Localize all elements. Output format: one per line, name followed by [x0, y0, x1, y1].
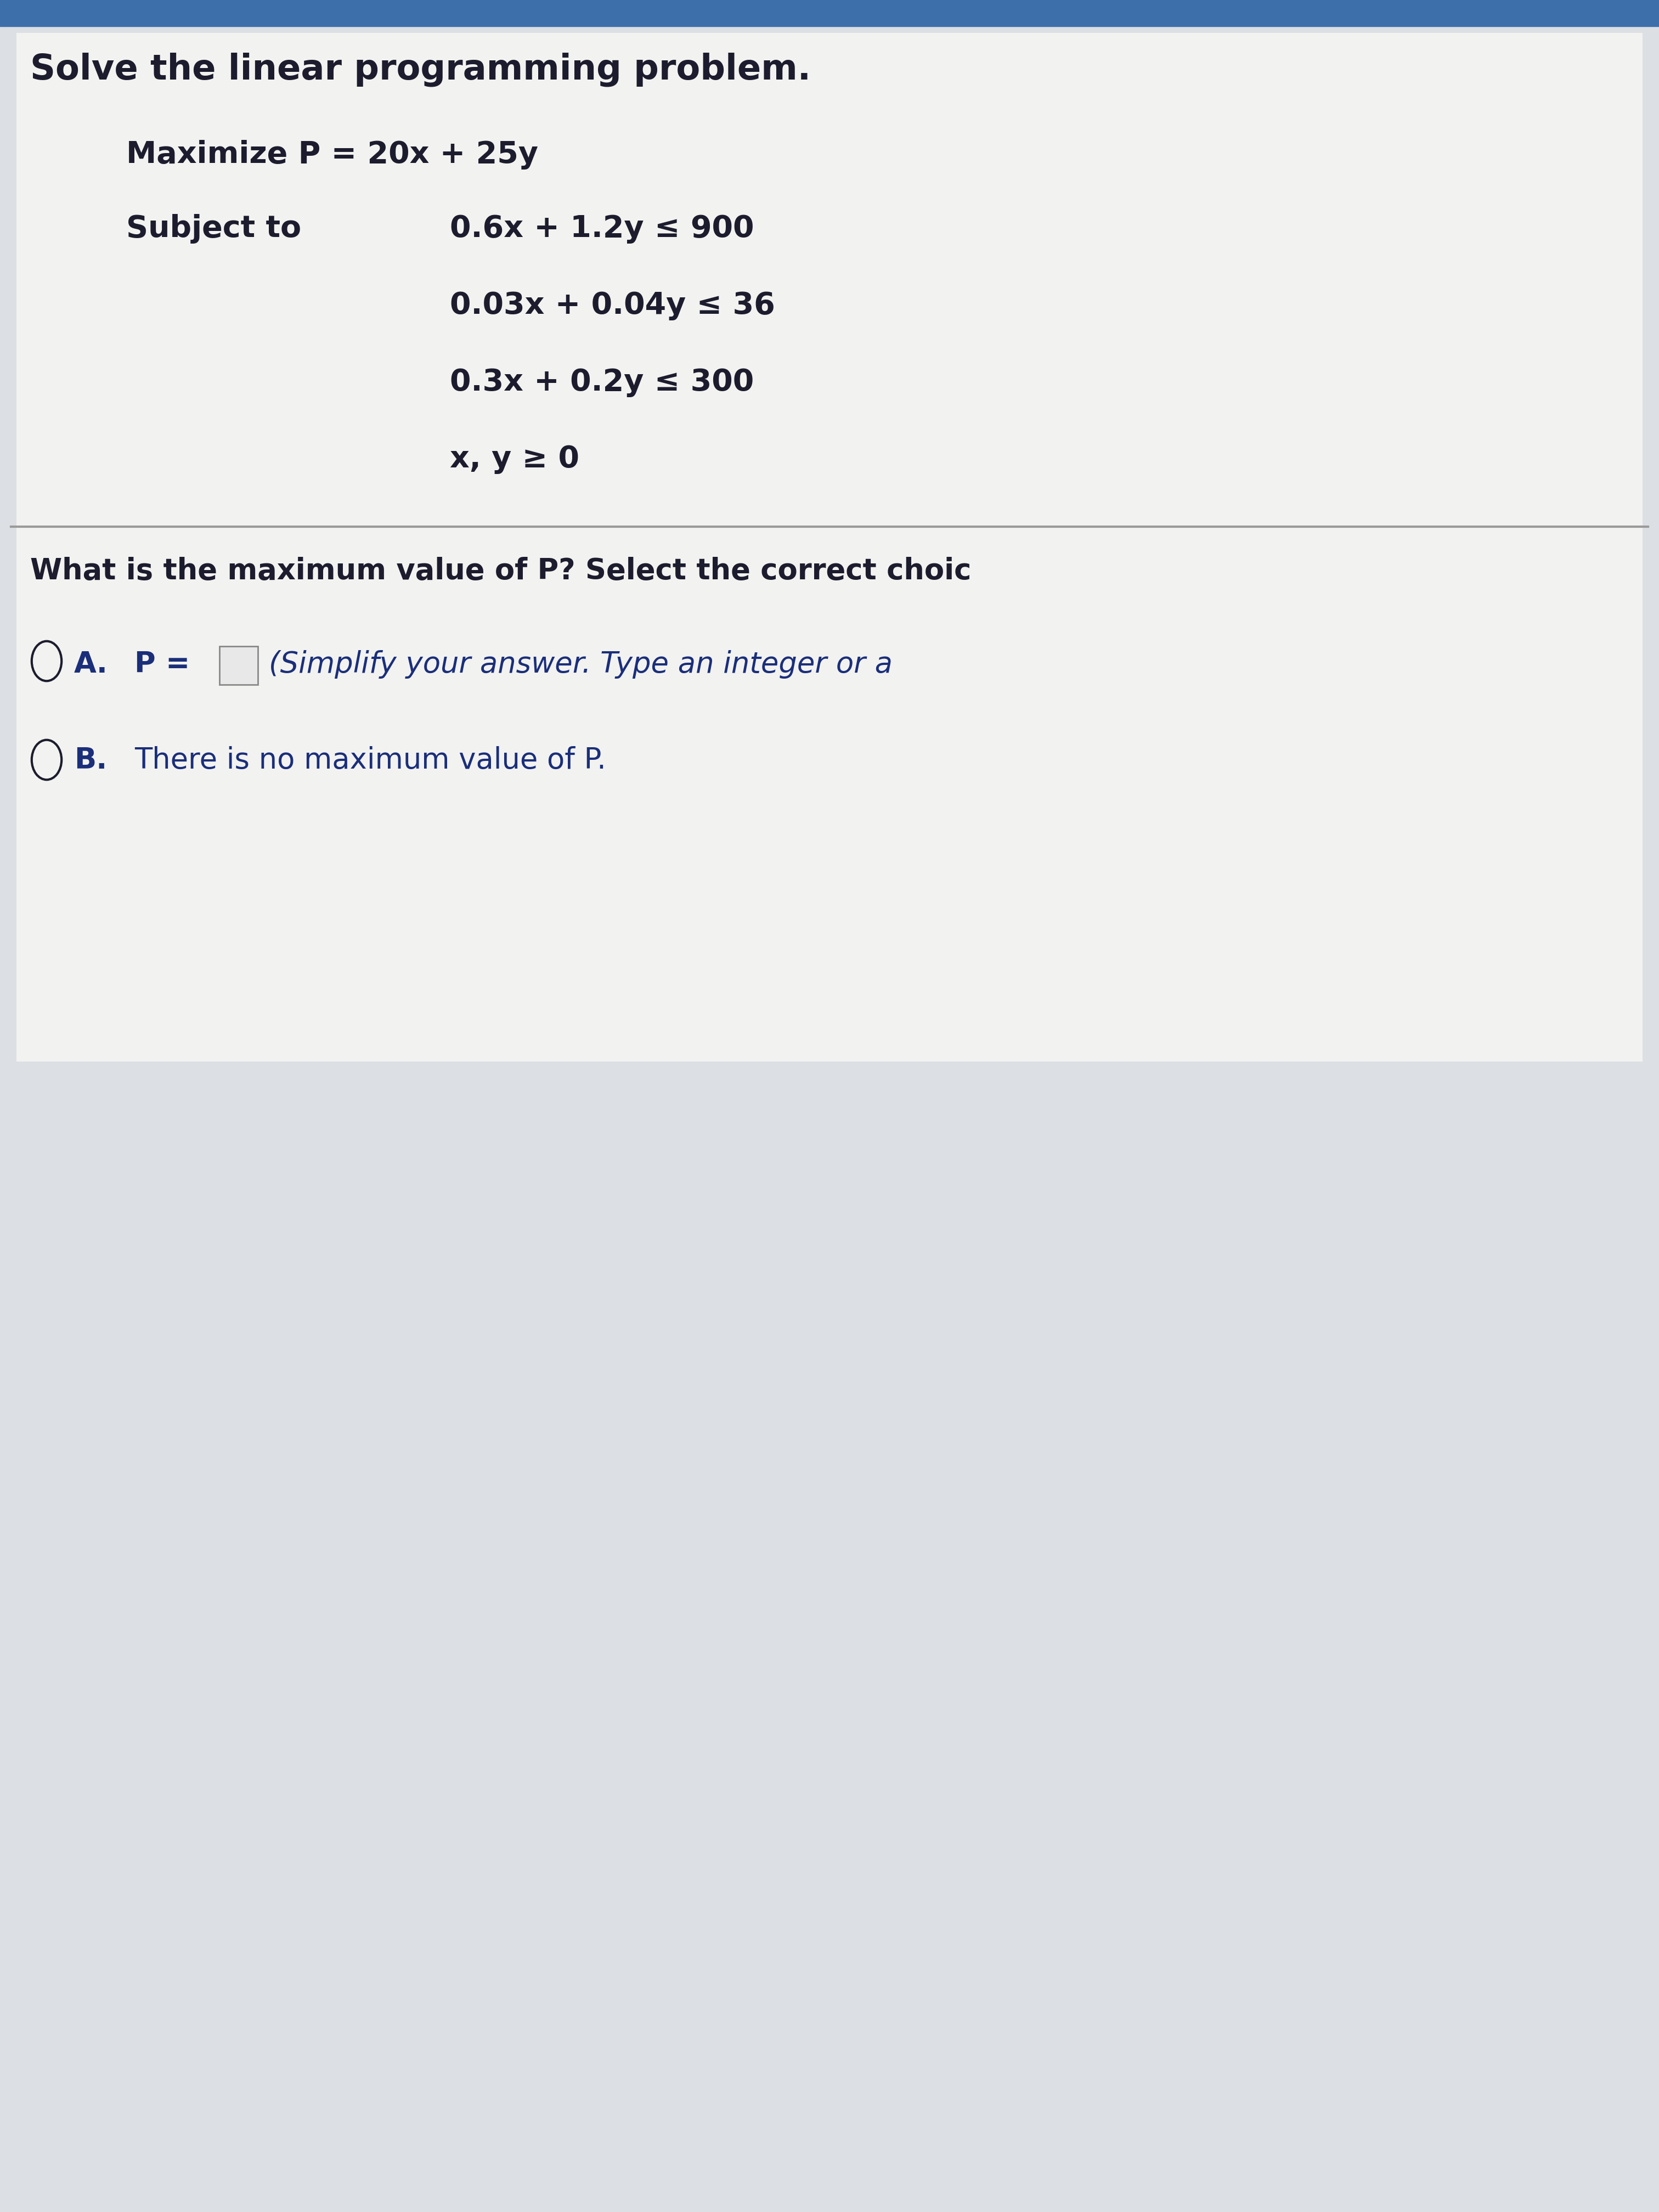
Text: (Simplify your answer. Type an integer or a: (Simplify your answer. Type an integer o… [269, 650, 893, 679]
Text: What is the maximum value of P? Select the correct choic: What is the maximum value of P? Select t… [30, 557, 971, 586]
Text: B.: B. [75, 745, 108, 774]
Text: A.: A. [75, 650, 108, 679]
Text: x, y ≥ 0: x, y ≥ 0 [450, 445, 579, 473]
Text: There is no maximum value of P.: There is no maximum value of P. [134, 745, 606, 774]
Text: 0.03x + 0.04y ≤ 36: 0.03x + 0.04y ≤ 36 [450, 290, 775, 321]
Text: Maximize P = 20x + 25y: Maximize P = 20x + 25y [126, 139, 538, 170]
Text: 0.6x + 1.2y ≤ 900: 0.6x + 1.2y ≤ 900 [450, 215, 755, 243]
Text: Solve the linear programming problem.: Solve the linear programming problem. [30, 53, 811, 86]
Text: 0.3x + 0.2y ≤ 300: 0.3x + 0.2y ≤ 300 [450, 367, 753, 398]
Text: Subject to: Subject to [126, 215, 302, 243]
Text: P =: P = [134, 650, 191, 679]
